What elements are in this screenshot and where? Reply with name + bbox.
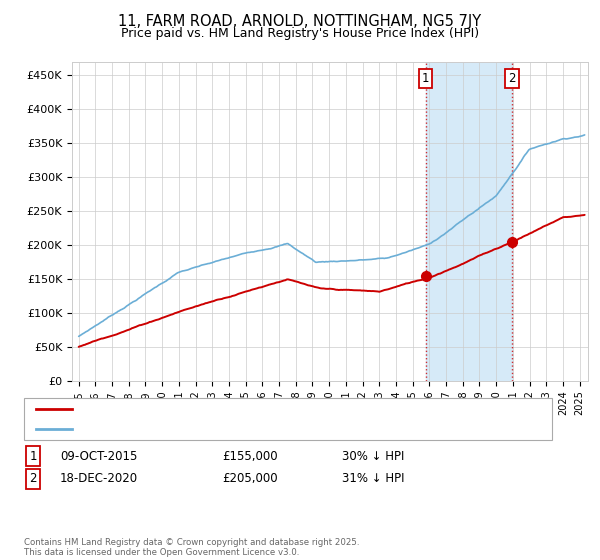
Text: 11, FARM ROAD, ARNOLD, NOTTINGHAM, NG5 7JY (detached house): 11, FARM ROAD, ARNOLD, NOTTINGHAM, NG5 7… <box>78 404 431 414</box>
Text: 1: 1 <box>29 450 37 463</box>
Text: 11, FARM ROAD, ARNOLD, NOTTINGHAM, NG5 7JY: 11, FARM ROAD, ARNOLD, NOTTINGHAM, NG5 7… <box>118 14 482 29</box>
Text: 2: 2 <box>29 472 37 486</box>
Text: HPI: Average price, detached house, Gedling: HPI: Average price, detached house, Gedl… <box>78 424 311 434</box>
Text: Contains HM Land Registry data © Crown copyright and database right 2025.
This d: Contains HM Land Registry data © Crown c… <box>24 538 359 557</box>
Text: 1: 1 <box>422 72 429 85</box>
Text: Price paid vs. HM Land Registry's House Price Index (HPI): Price paid vs. HM Land Registry's House … <box>121 27 479 40</box>
Text: 2: 2 <box>508 72 516 85</box>
Text: 30% ↓ HPI: 30% ↓ HPI <box>342 450 404 463</box>
Bar <box>425 62 512 381</box>
Text: 31% ↓ HPI: 31% ↓ HPI <box>342 472 404 486</box>
Text: £155,000: £155,000 <box>222 450 278 463</box>
Text: 18-DEC-2020: 18-DEC-2020 <box>60 472 138 486</box>
Text: 09-OCT-2015: 09-OCT-2015 <box>60 450 137 463</box>
Text: £205,000: £205,000 <box>222 472 278 486</box>
